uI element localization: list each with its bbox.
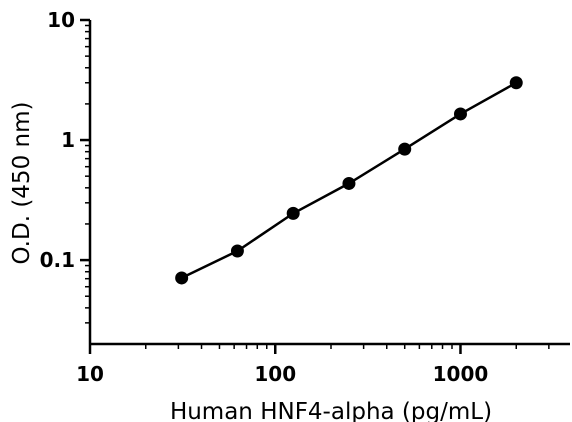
data-point [509,76,523,90]
x-tick-label: 10 [76,362,104,386]
x-tick-label: 100 [254,362,296,386]
data-point [286,206,300,220]
x-tick-label: 1000 [433,362,489,386]
data-point [175,271,189,285]
data-point [230,244,244,258]
data-point [342,176,356,190]
y-tick-label: 1 [61,128,75,152]
y-axis-title: O.D. (450 nm) [9,102,35,265]
y-tick-label: 10 [47,8,75,32]
y-tick-label: 0.1 [40,248,75,272]
data-points [175,76,523,285]
data-point [398,142,412,156]
axes: 10 100 1000 0.1 1 10 [40,8,570,386]
x-axis-title: Human HNF4-alpha (pg/mL) [170,399,492,422]
data-point [453,107,467,121]
